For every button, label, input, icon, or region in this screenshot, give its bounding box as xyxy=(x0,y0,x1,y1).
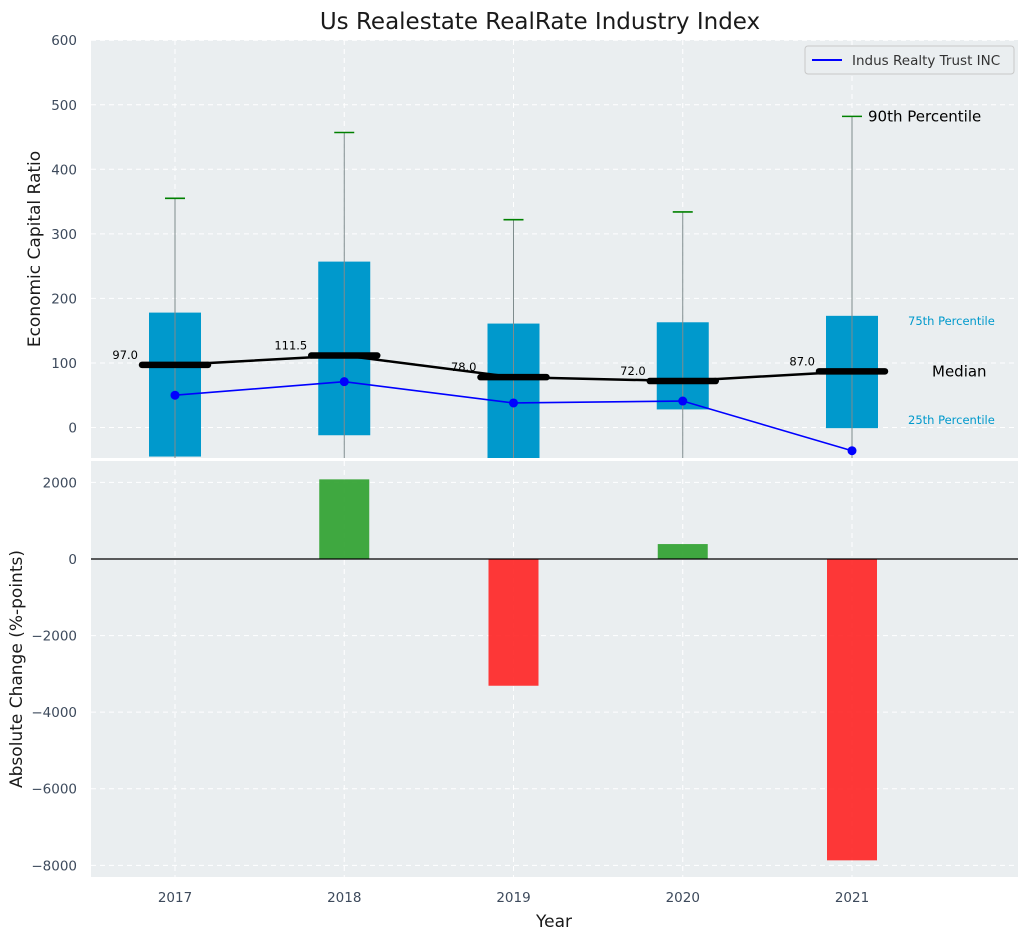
percentile-annotations: 90th Percentile 75th Percentile Median 25th… xyxy=(868,107,995,427)
x-tick-label: 2017 xyxy=(158,890,192,906)
y-tick-label: −2000 xyxy=(31,629,77,645)
legend-frame xyxy=(804,45,1015,75)
y-tick-label: 2000 xyxy=(43,475,77,491)
annotation-25th: 25th Percentile xyxy=(908,413,995,427)
annotation-75th: 75th Percentile xyxy=(908,314,995,328)
y-tick-label: −8000 xyxy=(31,858,77,874)
top-y-axis-label: Economic Capital Ratio xyxy=(25,151,45,347)
y-tick-label: 500 xyxy=(51,98,77,114)
legend: Indus Realty Trust INC xyxy=(804,45,1015,75)
bottom-plot-area xyxy=(91,461,1018,877)
x-tick-label: 2020 xyxy=(666,890,700,906)
company-point xyxy=(509,398,518,408)
chart-title: Us Realestate RealRate Industry Index xyxy=(320,9,760,35)
company-series xyxy=(170,377,857,456)
axis-ticks: 0 100 200 300 400 500 600 −8000 −6000 −4000 −2000 0… xyxy=(31,33,869,906)
median-value-label: 78.0 xyxy=(451,360,477,374)
annotation-90th: 90th Percentile xyxy=(868,107,981,125)
bottom-y-axis-label: Absolute Change (%-points) xyxy=(7,550,27,788)
company-point xyxy=(170,390,180,400)
annotation-median: Median xyxy=(932,362,987,380)
legend-entry: Indus Realty Trust INC xyxy=(852,53,1000,69)
y-tick-label: 300 xyxy=(51,227,77,243)
x-tick-label: 2019 xyxy=(496,890,530,906)
y-tick-label: 100 xyxy=(51,356,77,372)
change-bar xyxy=(488,559,539,686)
median-value-label: 87.0 xyxy=(789,354,815,368)
change-bars xyxy=(91,479,1018,861)
x-tick-label: 2018 xyxy=(327,890,361,906)
y-tick-label: 200 xyxy=(51,291,77,307)
y-tick-label: −6000 xyxy=(31,782,77,798)
p90-whiskers xyxy=(165,115,862,458)
change-bar xyxy=(657,544,708,559)
y-tick-label: 600 xyxy=(51,33,77,49)
company-point xyxy=(847,446,857,456)
x-tick-label: 2021 xyxy=(835,890,869,906)
y-tick-label: 0 xyxy=(68,421,77,437)
change-bar xyxy=(319,479,370,559)
top-plot-area xyxy=(91,40,1018,458)
company-point xyxy=(678,396,688,406)
y-tick-label: 400 xyxy=(51,162,77,178)
x-axis-label: Year xyxy=(535,912,572,932)
median-value-label: 97.0 xyxy=(112,348,138,362)
median-value-label: 72.0 xyxy=(620,364,646,378)
y-tick-label: −4000 xyxy=(31,705,77,721)
change-bar xyxy=(827,559,877,861)
median-value-label: 111.5 xyxy=(274,339,307,353)
median-markers: 97.0 111.5 78.0 72.0 87.0 xyxy=(112,339,889,385)
company-point xyxy=(339,377,349,387)
y-tick-label: 0 xyxy=(68,552,77,568)
